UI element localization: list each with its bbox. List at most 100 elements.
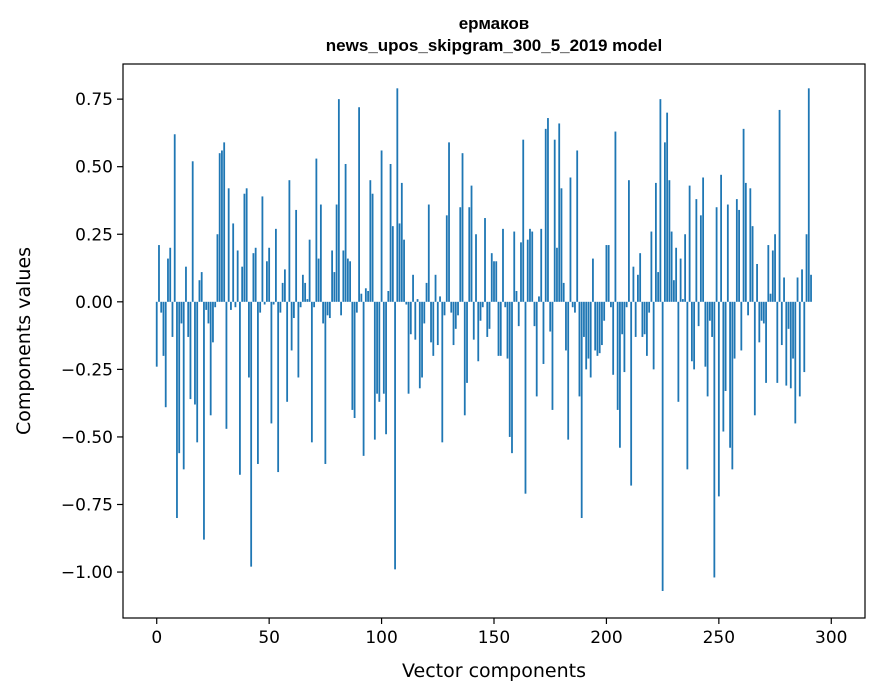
bar-241 (697, 301, 700, 327)
bar-58 (286, 301, 289, 402)
plot-frame (122, 63, 866, 619)
bar-148 (488, 301, 491, 329)
bar-53 (275, 228, 277, 302)
bar-119 (423, 301, 426, 324)
bar-147 (486, 301, 489, 337)
bar-142 (475, 234, 477, 302)
bar-118 (421, 301, 423, 378)
bar-232 (677, 301, 680, 402)
bar-109 (400, 182, 403, 302)
bar-55 (279, 301, 282, 313)
bar-73 (319, 204, 322, 302)
bar-217 (643, 301, 646, 335)
bar-243 (702, 177, 705, 302)
bar-290 (807, 88, 810, 302)
bar-185 (571, 301, 574, 308)
bar-164 (524, 301, 527, 494)
bar-174 (547, 118, 549, 302)
bar-267 (756, 263, 758, 302)
bar-120 (425, 282, 428, 302)
bar-123 (432, 301, 435, 356)
bar-93 (364, 288, 367, 302)
bar-157 (508, 301, 511, 437)
bar-229 (670, 231, 673, 302)
bar-255 (729, 301, 731, 448)
bar-34 (232, 223, 235, 302)
bar-275 (774, 234, 776, 302)
bar-240 (695, 199, 698, 302)
bar-122 (430, 301, 432, 343)
bar-125 (436, 301, 439, 346)
bar-247 (711, 301, 713, 337)
bar-273 (769, 293, 772, 302)
bar-117 (418, 301, 421, 389)
bar-40 (245, 188, 248, 302)
bar-244 (704, 301, 707, 367)
bar-112 (407, 301, 410, 394)
bar-30 (223, 142, 226, 302)
bar-111 (405, 301, 408, 305)
bar-42 (250, 301, 253, 567)
y-tick-label: −1.00 (61, 563, 113, 583)
bar-96 (371, 193, 374, 302)
bar-138 (466, 301, 468, 383)
bar-258 (735, 199, 738, 302)
bar-5 (167, 258, 169, 302)
bar-256 (731, 301, 734, 470)
bar-51 (270, 301, 273, 424)
bar-82 (340, 301, 342, 316)
bar-16 (191, 161, 194, 302)
bar-191 (585, 301, 588, 370)
bar-235 (684, 234, 687, 302)
bar-3 (162, 301, 165, 356)
bar-291 (810, 274, 812, 302)
y-tick-label: 0.75 (75, 90, 113, 110)
bar-124 (434, 274, 437, 302)
bar-26 (214, 301, 217, 308)
bar-186 (574, 301, 576, 313)
bar-144 (479, 301, 482, 321)
bar-200 (605, 245, 608, 302)
bar-193 (589, 301, 592, 378)
bar-25 (212, 301, 214, 343)
bar-172 (542, 301, 545, 364)
bar-213 (634, 301, 637, 337)
y-axis-label: Components values (13, 247, 35, 435)
bar-179 (558, 123, 561, 302)
bar-17 (194, 301, 196, 405)
bar-236 (686, 301, 689, 470)
bar-170 (538, 296, 540, 302)
bar-32 (227, 188, 230, 302)
bar-206 (619, 301, 621, 448)
bar-13 (185, 266, 187, 302)
bar-265 (751, 226, 754, 302)
bar-28 (218, 153, 221, 302)
bar-23 (207, 301, 210, 324)
bar-230 (672, 280, 675, 302)
bar-263 (747, 301, 749, 316)
x-tick-label: 100 (365, 628, 397, 648)
bar-7 (171, 301, 174, 337)
bar-89 (355, 301, 358, 313)
bar-31 (225, 301, 228, 429)
bar-245 (706, 301, 709, 397)
bar-218 (646, 301, 648, 356)
bar-257 (733, 301, 736, 359)
bar-249 (715, 207, 718, 302)
bar-281 (787, 301, 790, 329)
bar-78 (331, 250, 334, 302)
bar-121 (427, 204, 430, 302)
y-tick-label: −0.75 (61, 495, 113, 515)
bar-37 (239, 301, 241, 475)
bar-102 (385, 301, 387, 435)
bar-21 (203, 301, 205, 540)
bar-284 (794, 301, 797, 424)
bar-76 (326, 301, 329, 316)
bar-series (155, 88, 812, 591)
bar-70 (313, 301, 316, 308)
bar-19 (198, 280, 201, 302)
bar-188 (578, 301, 581, 397)
bar-212 (632, 266, 635, 302)
bar-139 (468, 207, 471, 302)
bar-201 (607, 245, 610, 302)
